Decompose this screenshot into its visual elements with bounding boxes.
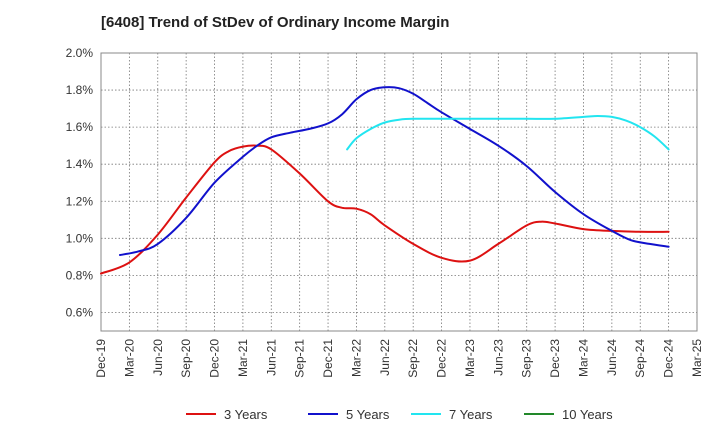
- x-tick-label: Sep-21: [293, 339, 307, 378]
- legend: 3 Years 5 Years 7 Years 10 Years: [186, 407, 613, 422]
- x-tick-label: Jun-20: [151, 339, 165, 376]
- x-tick-label: Sep-23: [520, 339, 534, 378]
- x-tick-label: Mar-23: [463, 339, 477, 377]
- x-tick-label: Dec-21: [321, 339, 335, 378]
- x-tick-label: Sep-22: [406, 339, 420, 378]
- y-tick-label: 1.6%: [66, 120, 94, 134]
- x-tick-label: Jun-24: [605, 339, 619, 376]
- x-tick-label: Jun-21: [264, 339, 278, 376]
- series-line-7-years: [346, 115, 670, 151]
- x-tick-label: Jun-22: [378, 339, 392, 376]
- chart-title: [6408] Trend of StDev of Ordinary Income…: [101, 14, 450, 31]
- axis-labels: 0.6% 0.8% 1.0% 1.2% 1.4% 1.6% 1.8% 2.0% Dec-19 Ma…: [66, 46, 704, 378]
- y-tick-label: 0.8%: [66, 268, 94, 282]
- y-tick-label: 1.8%: [66, 83, 94, 97]
- series-lines: [100, 86, 670, 275]
- x-tick-label: Sep-20: [179, 339, 193, 378]
- x-tick-label: Mar-22: [349, 339, 363, 377]
- y-tick-label: 1.4%: [66, 157, 94, 171]
- x-tick-label: Mar-20: [122, 339, 136, 377]
- x-tick-label: Mar-21: [236, 339, 250, 377]
- x-tick-label: Dec-19: [94, 339, 108, 378]
- x-tick-label: Dec-22: [435, 339, 449, 378]
- legend-label: 5 Years: [346, 407, 390, 422]
- series-line-3-years: [100, 144, 670, 275]
- plot-area-frame: [100, 52, 698, 332]
- x-tick-label: Mar-25: [690, 339, 704, 377]
- legend-label: 7 Years: [449, 407, 493, 422]
- x-tick-label: Dec-24: [662, 339, 676, 378]
- x-tick-label: Mar-24: [576, 339, 590, 377]
- y-tick-label: 0.6%: [66, 305, 94, 319]
- x-tick-label: Jun-23: [491, 339, 505, 376]
- legend-label: 10 Years: [562, 407, 613, 422]
- legend-label: 3 Years: [224, 407, 268, 422]
- x-tick-label: Dec-20: [208, 339, 222, 378]
- y-tick-label: 1.0%: [66, 231, 94, 245]
- y-tick-label: 1.2%: [66, 194, 94, 208]
- series-line-5-years: [119, 86, 670, 256]
- grid: [101, 53, 697, 331]
- x-tick-label: Dec-23: [548, 339, 562, 378]
- x-tick-label: Sep-24: [633, 339, 647, 378]
- y-tick-label: 2.0%: [66, 46, 94, 60]
